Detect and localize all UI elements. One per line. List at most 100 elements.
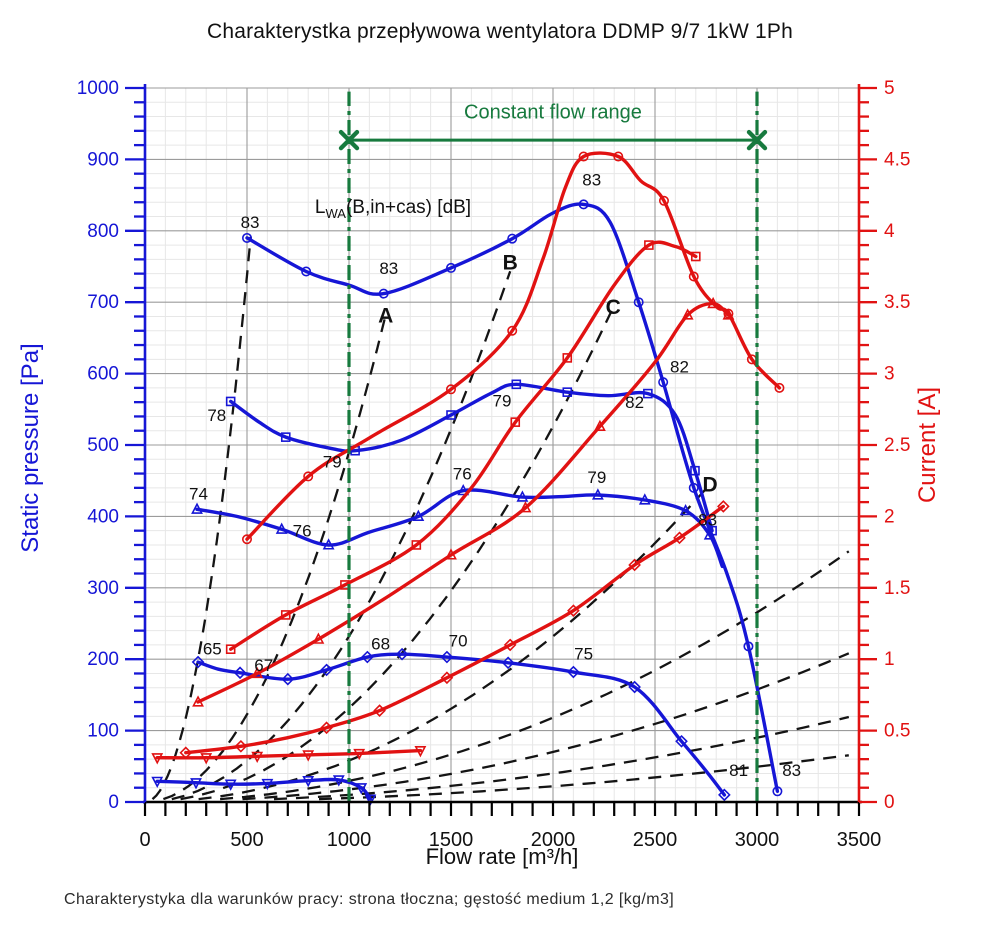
pressure-tick-label: 1000 [77,78,119,99]
marker-tri-down [332,775,345,787]
current-curve-D-line [184,504,725,755]
current-curve-C [192,296,735,707]
marker-diamond [320,663,333,677]
marker-diamond [233,666,247,680]
duty-line-H [318,754,849,801]
noise-level-value: 67 [254,656,273,675]
marker-diamond [567,604,580,617]
marker-triangle [638,493,651,505]
current-tick-label: 1 [884,649,895,670]
marker-circle [658,195,669,206]
marker-circle [578,151,589,162]
marker-square [446,410,456,420]
marker-circle [688,482,699,493]
pressure-curve-A-line [245,202,780,793]
current-curve-B [225,240,701,655]
noise-level-value: 83 [379,259,398,278]
pressure-tick-label: 700 [87,292,119,313]
marker-diamond [628,680,641,694]
marker-tri-down [200,753,213,765]
pressure-curve-E [151,775,377,806]
marker-triangle [312,632,325,644]
pressure-tick-label: 600 [87,364,119,385]
marker-triangle [275,522,288,534]
marker-diamond [717,500,730,513]
duty-line-G [273,715,850,801]
x-tick-label: 2000 [531,829,576,851]
marker-diamond [361,650,374,664]
duty-line-letter: A [378,304,393,327]
pressure-tick-label: 300 [87,578,119,599]
noise-level-value: 79 [587,468,606,487]
pressure-tick-label: 100 [87,721,119,742]
constant-flow-end-marker [338,129,360,151]
marker-square [690,465,700,476]
marker-triangle [445,548,457,560]
marker-triangle [703,528,716,540]
x-tick-label: 0 [139,829,150,851]
current-axis-title: Current [A] [914,386,941,504]
constant-flow-label: Constant flow range [464,102,642,124]
marker-diamond [718,788,731,802]
marker-diamond [628,558,641,572]
current-curve-D [179,500,730,760]
duty-line-letter: D [702,474,717,497]
marker-tri-down [414,745,427,758]
marker-triangle [251,666,264,679]
marker-diamond [567,665,580,679]
duty-line-F [242,652,850,801]
marker-tri-down [251,751,264,764]
lwa-subscript: WA [325,205,346,221]
current-curve-E-line [155,748,423,760]
marker-triangle [722,308,735,320]
pressure-axis-title: Static pressure [Pa] [17,343,44,553]
current-tick-label: 3.5 [884,292,910,313]
marker-diamond [395,647,409,661]
marker-diamond [320,721,333,735]
pressure-curve-B-line [229,382,714,533]
current-tick-label: 4 [884,221,895,242]
noise-level-value: 83 [698,510,717,529]
pressure-curve-A [242,199,783,797]
marker-diamond [373,704,386,717]
marker-circle [445,384,456,395]
current-tick-label: 2.5 [884,435,910,456]
marker-square [411,540,422,550]
marker-tri-down [353,748,366,761]
x-tick-label: 2500 [633,829,678,851]
x-tick-label: 3500 [837,829,882,851]
current-tick-label: 1.5 [884,578,910,599]
marker-square [280,432,291,442]
pressure-tick-label: 200 [87,649,119,670]
current-tick-label: 0.5 [884,721,910,742]
marker-tri-down [302,775,315,788]
current-tick-label: 4.5 [884,149,910,170]
pressure-curve-D [191,647,731,802]
noise-level-value: 68 [371,634,390,653]
marker-diamond [440,671,454,685]
noise-level-value: 79 [493,392,512,411]
flow-axis-title: Flow rate [m³/h] [425,844,579,869]
marker-circle [301,266,312,277]
noise-level-value: 78 [207,406,226,425]
marker-square [690,251,701,262]
noise-level-value: 81 [729,761,748,780]
noise-level-value: 83 [782,761,801,780]
axes: 0 500 1000 1500 2000 2500 3000 3500010020030040… [77,78,911,851]
system-lines [151,236,850,801]
surge-line [151,236,252,800]
noise-level-value: 83 [241,213,260,232]
noise-level-value: 74 [189,485,208,504]
marker-diamond [234,739,248,753]
current-tick-label: 3 [884,364,895,385]
x-tick-label: 1000 [327,829,372,851]
marker-triangle [457,483,470,496]
marker-circle [242,534,253,545]
marker-triangle [191,502,203,514]
pressure-tick-label: 400 [87,506,119,527]
marker-circle [445,262,456,273]
marker-tri-down [151,776,164,789]
marker-triangle [593,419,606,432]
noise-level-label: LWA(B,in+cas) [dB] [315,197,471,221]
